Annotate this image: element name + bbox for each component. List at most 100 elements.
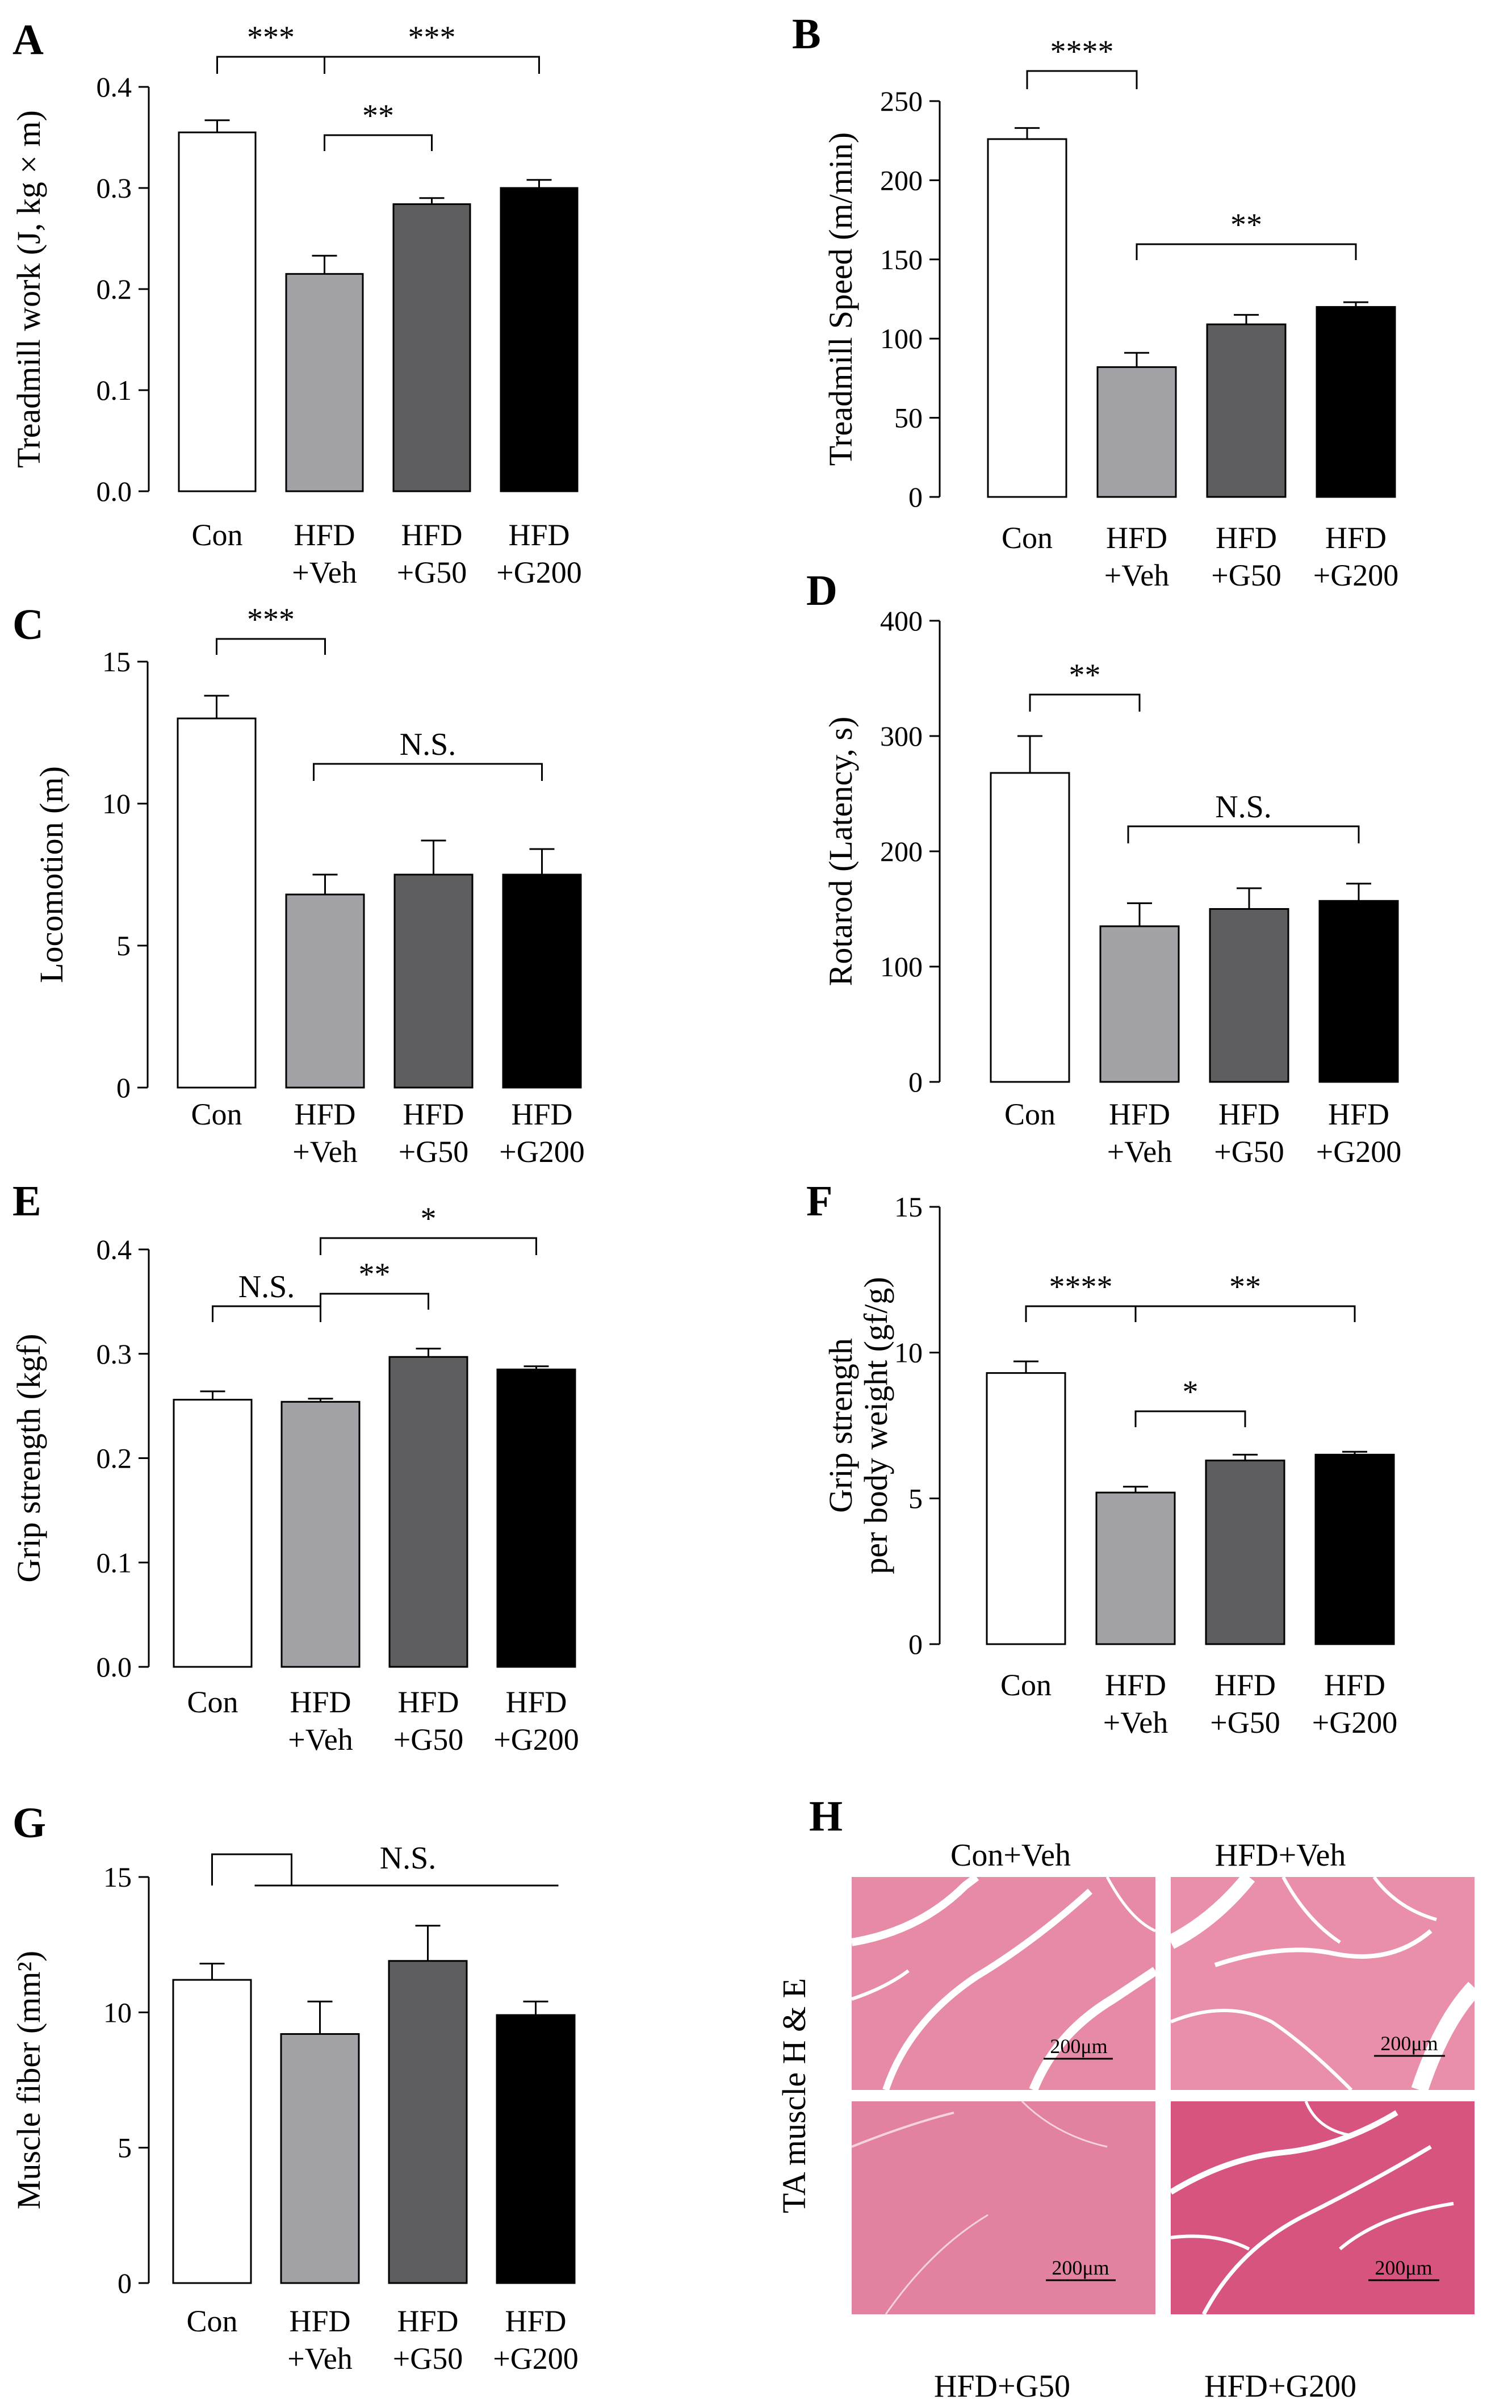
y-tick-label: 100 — [880, 323, 923, 354]
panel-letter-g: G — [12, 1799, 46, 1847]
category-label: HFD — [294, 518, 355, 552]
significance-label: * — [1183, 1374, 1199, 1410]
y-tick-label: 10 — [103, 1996, 132, 2028]
significance-label: *** — [408, 20, 456, 55]
category-label: +Veh — [288, 1723, 353, 1757]
y-tick-label: 0.0 — [97, 475, 132, 507]
bar — [280, 1401, 361, 1668]
significance-bracket — [324, 56, 540, 74]
bar — [990, 772, 1070, 1083]
category-label: HFD — [294, 1097, 355, 1131]
bar — [1095, 1491, 1176, 1645]
significance-bracket — [1134, 1305, 1356, 1322]
y-tick-label: 10 — [102, 788, 131, 820]
category-label: HFD — [505, 1685, 567, 1719]
y-tick-label: 0 — [908, 1066, 923, 1098]
bar — [1099, 925, 1180, 1083]
y-axis-label: Grip strength (kgf) — [10, 1333, 47, 1582]
panel-h: H TA muscle H & E Con+Veh 200μm HFD+Veh … — [776, 1792, 1481, 2404]
category-label: HFD — [1214, 1668, 1276, 1702]
y-axis-label: per body weight (gf/g) — [857, 1277, 894, 1574]
histology-title-hfd-veh: HFD+Veh — [1215, 1838, 1346, 1873]
bar — [172, 1979, 252, 2284]
category-label: HFD — [1325, 521, 1387, 555]
scale-bar-label: 200μm — [1375, 2256, 1432, 2279]
category-label: +G50 — [393, 1723, 463, 1757]
significance-bracket — [211, 1853, 292, 1886]
category-label: Con — [191, 518, 242, 552]
category-label: HFD — [1109, 1097, 1170, 1131]
histology-image-hfd-g50: 200μm — [851, 2100, 1155, 2315]
y-tick-label: 5 — [118, 2132, 132, 2164]
panel-letter-e: E — [12, 1177, 41, 1225]
chart-panel-e: E 0.0 0.1 0.2 0.3 0.4 Grip strength (kgf) Con HF… — [10, 1177, 579, 1757]
significance-label: *** — [247, 602, 295, 637]
category-label: HFD — [290, 1685, 351, 1719]
y-tick-label: 300 — [880, 720, 923, 752]
significance-label: ** — [359, 1257, 391, 1292]
significance-bracket — [1025, 1305, 1137, 1322]
bar — [1316, 306, 1396, 498]
bar — [1206, 323, 1287, 498]
histology-title-hfd-g50: HFD+G50 — [934, 2369, 1070, 2404]
category-label: +Veh — [287, 2342, 352, 2376]
scale-bar-label: 200μm — [1052, 2256, 1109, 2279]
category-label: +G200 — [1313, 558, 1398, 592]
y-tick-label: 0.1 — [97, 374, 132, 406]
significance-bracket — [313, 763, 543, 781]
significance-bracket — [320, 1237, 537, 1255]
y-tick-label: 400 — [880, 605, 923, 637]
y-tick-label: 0 — [908, 1628, 923, 1660]
y-tick-label: 50 — [894, 402, 923, 434]
bar — [496, 2014, 576, 2284]
panel-letter-d: D — [806, 567, 837, 614]
bar — [1314, 1453, 1395, 1645]
significance-label: N.S. — [380, 1841, 437, 1876]
category-label: +Veh — [292, 1135, 357, 1169]
category-label: +G50 — [393, 2342, 463, 2376]
category-label: HFD — [1106, 521, 1167, 555]
bar — [177, 717, 257, 1089]
category-label: +G50 — [1211, 558, 1281, 592]
category-label: HFD — [289, 2304, 350, 2338]
panel-letter-a: A — [12, 16, 44, 64]
histology-image-hfd-veh: 200μm — [1167, 1872, 1481, 2093]
y-tick-label: 0 — [116, 1072, 131, 1103]
y-tick-label: 0.3 — [97, 172, 132, 204]
category-label: +Veh — [1104, 558, 1169, 592]
y-tick-label: 200 — [880, 164, 923, 196]
bar — [1205, 1460, 1285, 1645]
category-label: Con — [1000, 1668, 1052, 1702]
category-label: +G200 — [499, 1135, 584, 1169]
category-label: Con — [191, 1097, 242, 1131]
significance-bracket — [216, 56, 325, 74]
category-label: HFD — [508, 518, 569, 552]
scale-bar-label: 200μm — [1380, 2032, 1438, 2055]
scale-bar-label: 200μm — [1050, 2035, 1107, 2058]
category-label: HFD — [505, 2304, 566, 2338]
y-tick-label: 100 — [880, 951, 923, 983]
category-label: +G200 — [1316, 1135, 1401, 1169]
bar — [285, 273, 364, 492]
category-label: HFD — [403, 1097, 464, 1131]
bar — [392, 203, 471, 492]
significance-bracket — [216, 638, 326, 655]
bar — [388, 1356, 468, 1668]
y-tick-label: 0.4 — [97, 1234, 132, 1265]
bar — [393, 873, 474, 1089]
chart-panel-a: A 0.0 0.1 0.2 0.3 0.4 Treadmill work (J, kg × … — [10, 16, 582, 590]
chart-panel-g: G 0 5 10 15 Muscle fiber (mm²) Con HFD +Veh HFD +G… — [10, 1799, 579, 2376]
category-label: +G50 — [397, 555, 467, 590]
bar — [1096, 366, 1177, 498]
category-label: +G200 — [496, 555, 581, 590]
significance-label: **** — [1050, 34, 1114, 69]
y-tick-label: 0.3 — [97, 1338, 132, 1370]
y-axis-label: Rotarod (Latency, s) — [822, 717, 859, 986]
y-tick-label: 250 — [880, 85, 923, 117]
category-label: +Veh — [1107, 1135, 1172, 1169]
histology-side-label: TA muscle H & E — [776, 1978, 812, 2213]
bar — [285, 893, 365, 1089]
bar — [1209, 908, 1289, 1083]
category-label: HFD — [1218, 1097, 1280, 1131]
